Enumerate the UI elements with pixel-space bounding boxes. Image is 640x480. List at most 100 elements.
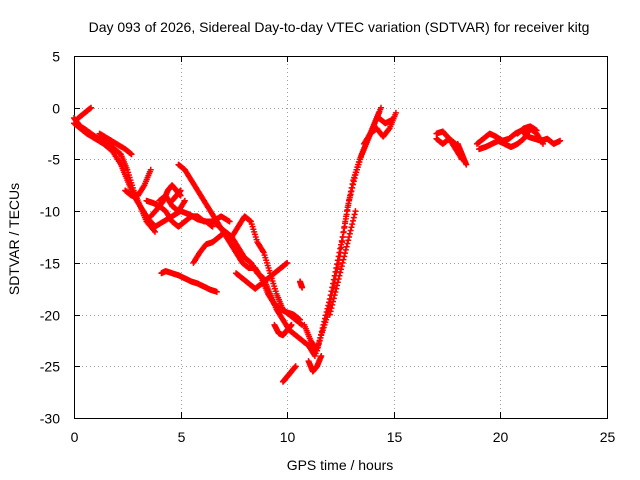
series-track-19	[301, 104, 385, 354]
y-tick-label: 5	[52, 49, 60, 65]
data-point	[334, 257, 341, 264]
data-point	[322, 315, 329, 322]
data-point	[346, 230, 353, 237]
series-track-10	[175, 161, 303, 323]
data-point	[292, 363, 299, 370]
data-point	[342, 215, 349, 222]
data-point	[321, 318, 328, 325]
data-point	[336, 249, 343, 256]
data-point	[339, 234, 346, 240]
data-point	[340, 256, 347, 263]
data-point	[329, 301, 336, 308]
series-track-13	[233, 259, 291, 292]
series-track-3	[75, 104, 95, 122]
data-point	[333, 285, 340, 292]
series-track-26	[454, 140, 470, 168]
series-track-9	[169, 187, 184, 204]
data-point	[343, 211, 350, 218]
x-tick-label: 15	[387, 429, 403, 445]
data-point	[335, 276, 342, 283]
y-tick-label: -10	[40, 204, 60, 220]
data-point	[318, 328, 325, 335]
data-point	[392, 109, 399, 116]
y-tick-label: -20	[40, 308, 60, 324]
data-point	[327, 308, 334, 315]
series-track-8	[156, 192, 188, 215]
series-track-15	[271, 321, 295, 339]
y-axis-label: SDTVAR / TECUs	[6, 183, 22, 295]
data-point	[341, 253, 348, 260]
x-tick-label: 0	[71, 429, 79, 445]
data-point	[348, 188, 355, 195]
series-track-17	[296, 278, 306, 291]
data-point	[314, 347, 321, 354]
data-point	[350, 178, 357, 185]
data-point	[326, 311, 333, 318]
data-point	[533, 127, 540, 134]
data-point	[342, 220, 349, 227]
y-tick-label: -15	[40, 256, 60, 272]
data-point	[349, 221, 356, 228]
y-tick-label: 0	[52, 101, 60, 117]
data-point	[209, 223, 216, 230]
data-point	[330, 280, 337, 287]
data-points	[71, 104, 564, 385]
data-point	[540, 140, 547, 147]
data-point	[330, 298, 337, 305]
series-track-5	[122, 166, 154, 199]
series-track-14	[158, 268, 220, 295]
data-point	[284, 259, 291, 266]
data-point	[333, 265, 340, 272]
data-point	[557, 137, 564, 144]
data-point	[342, 250, 349, 257]
data-point	[328, 305, 335, 312]
data-point	[351, 175, 358, 182]
data-point	[314, 344, 321, 351]
x-axis-label: GPS time / hours	[287, 457, 394, 473]
series-track-16	[279, 363, 299, 385]
series-track-22	[360, 109, 399, 147]
y-tick-label: -30	[40, 411, 60, 427]
data-point	[344, 206, 351, 213]
data-point	[337, 269, 344, 276]
data-point	[319, 325, 326, 332]
data-point	[346, 234, 353, 240]
data-point	[334, 261, 341, 268]
series-track-2	[71, 115, 159, 235]
series-track-4	[96, 130, 135, 158]
x-tick-label: 25	[600, 429, 616, 445]
data-point	[347, 227, 354, 234]
data-point	[337, 245, 344, 252]
x-tick-label: 5	[178, 429, 186, 445]
data-point	[334, 282, 341, 289]
data-point	[318, 331, 325, 338]
data-point	[347, 191, 354, 198]
data-point	[317, 334, 324, 341]
data-point	[346, 197, 353, 204]
data-point	[338, 241, 345, 248]
x-tick-label: 10	[280, 429, 296, 445]
data-point	[338, 237, 345, 244]
series-track-20	[305, 352, 325, 375]
data-point	[349, 184, 356, 191]
data-point	[344, 240, 351, 247]
y-tick-label: -25	[40, 359, 60, 375]
axis-ticks: 0 5 10 15 20 25 5 0 -5 -10 -15 -20 -25 -30	[40, 49, 616, 446]
data-point	[329, 284, 336, 291]
data-point	[128, 151, 135, 158]
data-point	[343, 243, 350, 250]
data-point	[152, 228, 159, 235]
x-tick-label: 20	[493, 429, 509, 445]
data-point	[351, 211, 358, 218]
data-point	[338, 263, 345, 270]
chart-title: Day 093 of 2026, Sidereal Day-to-day VTE…	[89, 19, 590, 35]
data-point	[336, 272, 343, 279]
data-point	[332, 288, 339, 295]
data-point	[226, 218, 233, 225]
data-point	[463, 161, 470, 168]
data-point	[346, 194, 353, 201]
data-point	[177, 187, 184, 194]
data-point	[334, 279, 341, 286]
series-track-23	[375, 115, 395, 127]
data-point	[339, 259, 346, 266]
